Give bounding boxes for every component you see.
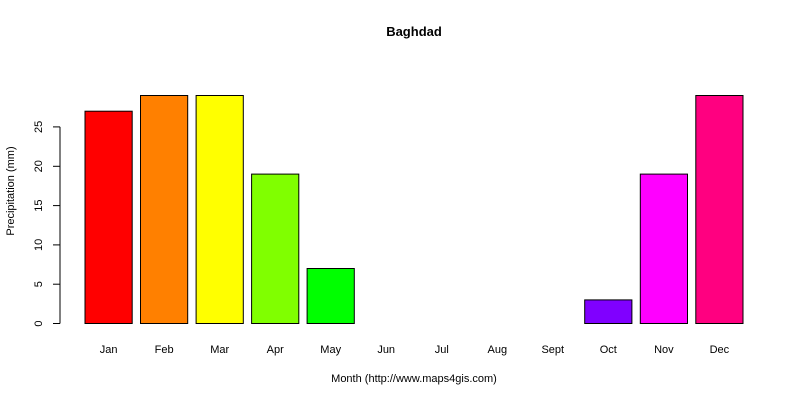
bar-oct [584, 299, 633, 324]
bar-feb [140, 95, 189, 324]
x-tick-label: Jan [100, 344, 118, 356]
x-tick-label: Aug [488, 344, 508, 356]
bar-mar [195, 95, 244, 324]
bar-nov [639, 173, 688, 324]
bar-may [306, 268, 355, 324]
x-tick-label: Jun [377, 344, 395, 356]
x-tick-labels: Jan Feb Mar Apr May Jun Jul Aug Sept Oct Nov Dec [100, 344, 730, 356]
x-tick-label: Oct [600, 344, 617, 356]
x-tick-label: Nov [654, 344, 674, 356]
chart-title: Baghdad [386, 24, 442, 39]
y-tick-label: 0 [33, 320, 45, 326]
x-tick-label: Feb [155, 344, 174, 356]
bar-apr [251, 173, 300, 324]
x-axis-label: Month (http://www.maps4gis.com) [331, 373, 497, 385]
x-tick-label: Apr [267, 344, 284, 356]
x-tick-label: May [320, 344, 341, 356]
bar-jan [84, 110, 133, 324]
y-tick-label: 20 [33, 160, 45, 172]
y-axis-label: Precipitation (mm) [5, 146, 17, 235]
x-tick-label: Dec [710, 344, 730, 356]
x-tick-label: Sept [541, 344, 564, 356]
x-tick-label: Jul [435, 344, 449, 356]
bars-group [84, 95, 744, 324]
x-tick-label: Mar [210, 344, 229, 356]
y-axis: 0 5 10 15 20 25 [33, 121, 61, 327]
y-tick-label: 5 [33, 281, 45, 287]
bar-dec [695, 95, 744, 324]
y-tick-label: 10 [33, 239, 45, 251]
y-tick-label: 25 [33, 121, 45, 133]
y-tick-label: 15 [33, 199, 45, 211]
